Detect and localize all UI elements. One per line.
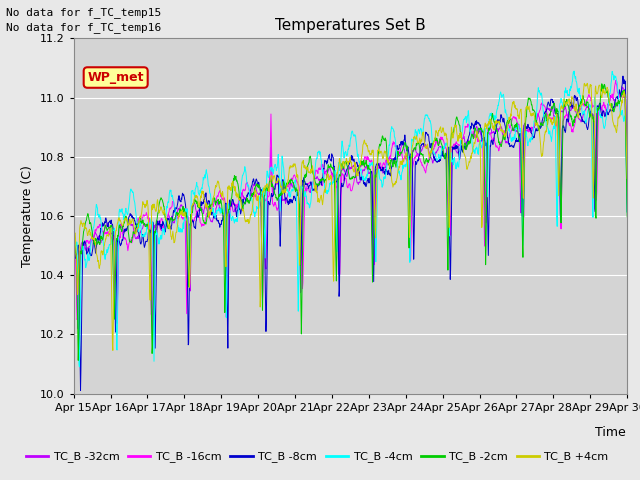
TC_B -32cm <box>148 333 156 339</box>
TC_B -2cm <box>598 81 605 87</box>
TC_B -8cm <box>77 388 84 394</box>
TC_B +4cm <box>193 193 201 199</box>
TC_B -32cm <box>623 163 631 168</box>
TC_B -2cm <box>558 178 566 183</box>
TC_B -8cm <box>180 192 188 197</box>
TC_B -32cm <box>619 84 627 90</box>
TC_B -8cm <box>509 144 516 150</box>
TC_B -32cm <box>193 210 201 216</box>
Legend: TC_B -32cm, TC_B -16cm, TC_B -8cm, TC_B -4cm, TC_B -2cm, TC_B +4cm: TC_B -32cm, TC_B -16cm, TC_B -8cm, TC_B … <box>21 447 613 467</box>
Y-axis label: Temperature (C): Temperature (C) <box>21 165 35 267</box>
TC_B -4cm <box>623 209 631 215</box>
TC_B -32cm <box>509 127 516 132</box>
TC_B -16cm <box>255 198 263 204</box>
TC_B -2cm <box>436 138 444 144</box>
Line: TC_B +4cm: TC_B +4cm <box>74 83 627 350</box>
TC_B -16cm <box>436 135 444 141</box>
TC_B +4cm <box>70 225 77 230</box>
TC_B -8cm <box>193 211 201 216</box>
TC_B -4cm <box>76 364 83 370</box>
TC_B -4cm <box>255 204 263 210</box>
TC_B -2cm <box>255 182 263 188</box>
TC_B -2cm <box>509 128 516 133</box>
TC_B +4cm <box>509 99 516 105</box>
TC_B -4cm <box>436 155 444 161</box>
Text: No data for f_TC_temp16: No data for f_TC_temp16 <box>6 22 162 33</box>
TC_B +4cm <box>109 348 116 353</box>
Line: TC_B -2cm: TC_B -2cm <box>74 84 627 360</box>
X-axis label: Time: Time <box>595 426 626 439</box>
TC_B +4cm <box>583 80 591 86</box>
TC_B -32cm <box>180 207 188 213</box>
TC_B -4cm <box>570 68 578 74</box>
TC_B -4cm <box>70 242 77 248</box>
TC_B -32cm <box>436 144 444 149</box>
Line: TC_B -16cm: TC_B -16cm <box>74 81 627 320</box>
TC_B +4cm <box>558 105 566 110</box>
TC_B -32cm <box>70 245 77 251</box>
Line: TC_B -4cm: TC_B -4cm <box>74 71 627 367</box>
TC_B +4cm <box>255 237 263 243</box>
TC_B -32cm <box>255 191 263 197</box>
TC_B -8cm <box>619 73 627 79</box>
TC_B +4cm <box>623 176 631 181</box>
TC_B -16cm <box>180 216 188 222</box>
Line: TC_B -8cm: TC_B -8cm <box>74 76 627 391</box>
TC_B -16cm <box>70 236 77 241</box>
Text: No data for f_TC_temp15: No data for f_TC_temp15 <box>6 7 162 18</box>
TC_B -8cm <box>623 209 631 215</box>
TC_B -16cm <box>73 317 81 323</box>
TC_B -8cm <box>558 149 566 155</box>
TC_B -2cm <box>74 358 82 363</box>
TC_B +4cm <box>436 124 444 130</box>
TC_B -16cm <box>558 178 566 183</box>
Text: WP_met: WP_met <box>88 71 144 84</box>
TC_B -16cm <box>509 115 516 121</box>
TC_B -4cm <box>180 226 188 231</box>
TC_B -4cm <box>509 134 516 140</box>
TC_B -2cm <box>70 240 77 246</box>
TC_B -2cm <box>180 209 188 215</box>
TC_B -16cm <box>623 200 631 205</box>
TC_B -2cm <box>623 214 631 220</box>
TC_B -8cm <box>70 251 77 256</box>
TC_B -4cm <box>193 183 201 189</box>
TC_B -2cm <box>193 199 201 204</box>
TC_B -32cm <box>558 109 566 115</box>
Title: Temperatures Set B: Temperatures Set B <box>275 18 426 33</box>
Line: TC_B -32cm: TC_B -32cm <box>74 87 627 336</box>
TC_B -16cm <box>612 78 620 84</box>
TC_B -16cm <box>193 212 201 218</box>
TC_B -8cm <box>436 156 444 162</box>
TC_B -8cm <box>255 181 263 187</box>
TC_B -4cm <box>558 100 566 106</box>
TC_B +4cm <box>180 211 188 217</box>
